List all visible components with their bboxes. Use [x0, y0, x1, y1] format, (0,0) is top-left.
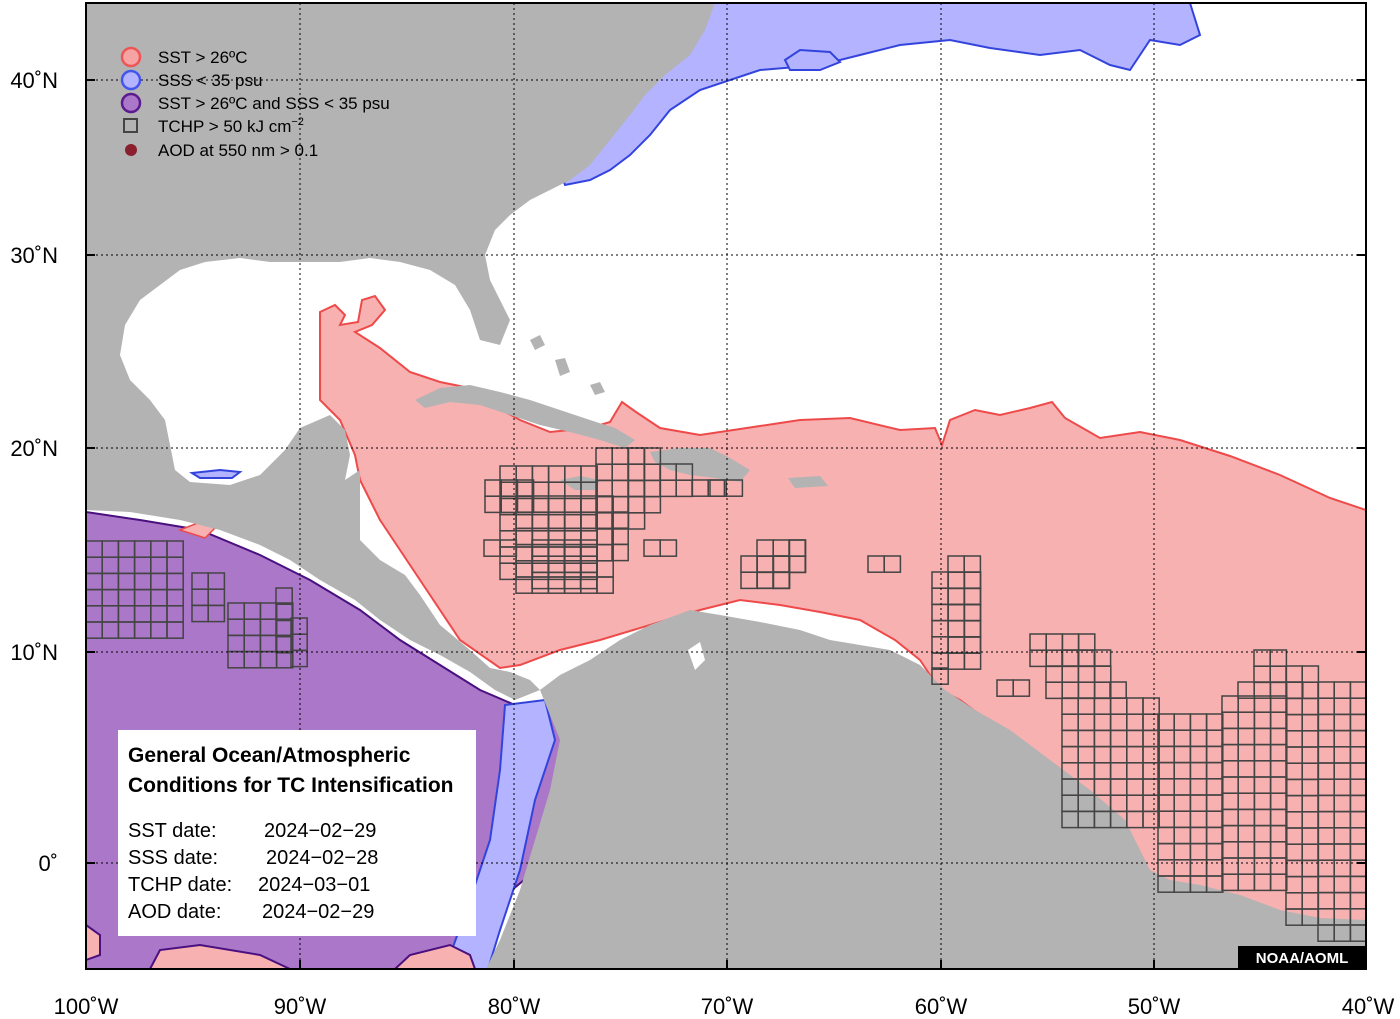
y-tick-label: 10˚N: [10, 640, 58, 665]
nw-atlantic-sss-patch: [783, 48, 842, 71]
tchp-cell: [207, 604, 226, 623]
tchp-cell: [1269, 873, 1288, 892]
sst-date-label: SST date:: [128, 820, 217, 842]
credit-label: NOAA/AOML: [1256, 950, 1349, 967]
aod-date-value: 2024−02−29: [262, 901, 374, 923]
tchp-cell: [772, 571, 791, 589]
sss-date-value: 2024−02−28: [266, 847, 378, 869]
tchp-cell: [883, 555, 902, 573]
legend-aod-marker: [125, 144, 137, 156]
sss-date-label: SSS date:: [128, 847, 218, 869]
tchp-cell: [1349, 924, 1366, 942]
pacific-sst-patch-se: [393, 943, 477, 969]
aod-date-label: AOD date:: [128, 901, 221, 923]
tchp-cell: [579, 571, 598, 590]
x-tick-label: 50˚W: [1128, 994, 1181, 1019]
lake-maracaibo: [688, 642, 705, 670]
tchp-date-value: 2024−03−01: [258, 874, 370, 896]
legend-sst-marker: [120, 46, 142, 68]
land-cuba: [415, 385, 635, 448]
tchp-cell: [931, 667, 949, 685]
tchp-cell: [659, 539, 678, 557]
y-tick-label: 0˚: [38, 851, 58, 876]
land-jamaica: [560, 476, 600, 490]
x-axis-labels: 100˚W 90˚W 80˚W 70˚W 60˚W 50˚W 40˚W: [54, 994, 1395, 1019]
legend-sst-label: SST > 26ºC: [158, 48, 248, 67]
legend-both-marker: [120, 92, 142, 114]
x-tick-label: 80˚W: [488, 994, 541, 1019]
y-axis-labels: 40˚N 30˚N 20˚N 10˚N 0˚: [10, 68, 58, 876]
x-tick-label: 90˚W: [274, 994, 327, 1019]
tchp-date-label: TCHP date:: [128, 874, 232, 896]
tick-marks: [85, 79, 1367, 969]
legend: SST > 26ºC SSS < 35 psu SST > 26ºC and S…: [120, 46, 390, 160]
atlantic-sst-region: [319, 294, 1366, 969]
legend-sss-label: SSS < 35 psu: [158, 71, 262, 90]
tchp-grid: [86, 447, 1366, 942]
pacific-sst-patch-s: [148, 943, 291, 969]
legend-sss-marker: [120, 69, 142, 91]
legend-tchp-label: TCHP > 50 kJ cm−2: [158, 116, 304, 136]
land-north-america: [86, 3, 715, 700]
info-box: General Ocean/Atmospheric Conditions for…: [118, 730, 476, 936]
tchp-cell: [611, 543, 629, 562]
tchp-cell: [275, 635, 293, 654]
x-tick-label: 40˚W: [1342, 994, 1395, 1019]
tchp-cell: [1205, 875, 1224, 893]
land-puerto-rico: [788, 476, 828, 488]
pacific-sst-patch-sw: [86, 923, 101, 962]
land-hispaniola: [650, 448, 750, 482]
tchp-cell: [290, 649, 308, 668]
land-south-america: [486, 610, 1366, 969]
x-tick-label: 60˚W: [915, 994, 968, 1019]
tchp-cell: [499, 539, 518, 557]
y-tick-label: 30˚N: [10, 243, 58, 268]
legend-aod-label: AOD at 550 nm > 0.1: [158, 141, 318, 160]
x-tick-label: 70˚W: [701, 994, 754, 1019]
x-tick-label: 100˚W: [54, 994, 119, 1019]
gulf-sss-patch: [189, 468, 243, 479]
y-tick-label: 40˚N: [10, 68, 58, 93]
legend-tchp-marker: [123, 118, 138, 133]
tchp-cell: [643, 495, 662, 514]
tchp-cell: [963, 636, 982, 654]
legend-tchp-sup: −2: [291, 116, 304, 128]
tchp-cell: [1142, 810, 1160, 829]
legend-tchp-text: TCHP > 50 kJ cm: [158, 117, 291, 136]
land-bahamas: [530, 335, 605, 395]
info-title-line1: General Ocean/Atmospheric: [128, 744, 411, 767]
info-box-background: [118, 730, 476, 936]
credit-background: [1238, 946, 1366, 969]
tchp-cell: [725, 479, 744, 497]
gridlines: [86, 3, 1366, 969]
tchp-cell: [166, 621, 184, 639]
tchp-cell: [275, 650, 294, 669]
tchp-cell: [1093, 649, 1112, 667]
tchp-cell: [1109, 681, 1127, 699]
tchp-cell: [1012, 679, 1031, 697]
y-tick-label: 20˚N: [10, 436, 58, 461]
legend-both-label: SST > 26ºC and SSS < 35 psu: [158, 94, 390, 113]
info-title-line2: Conditions for TC Intensification: [128, 774, 453, 797]
tchp-cell: [788, 555, 806, 574]
sst-date-value: 2024−02−29: [264, 820, 376, 842]
